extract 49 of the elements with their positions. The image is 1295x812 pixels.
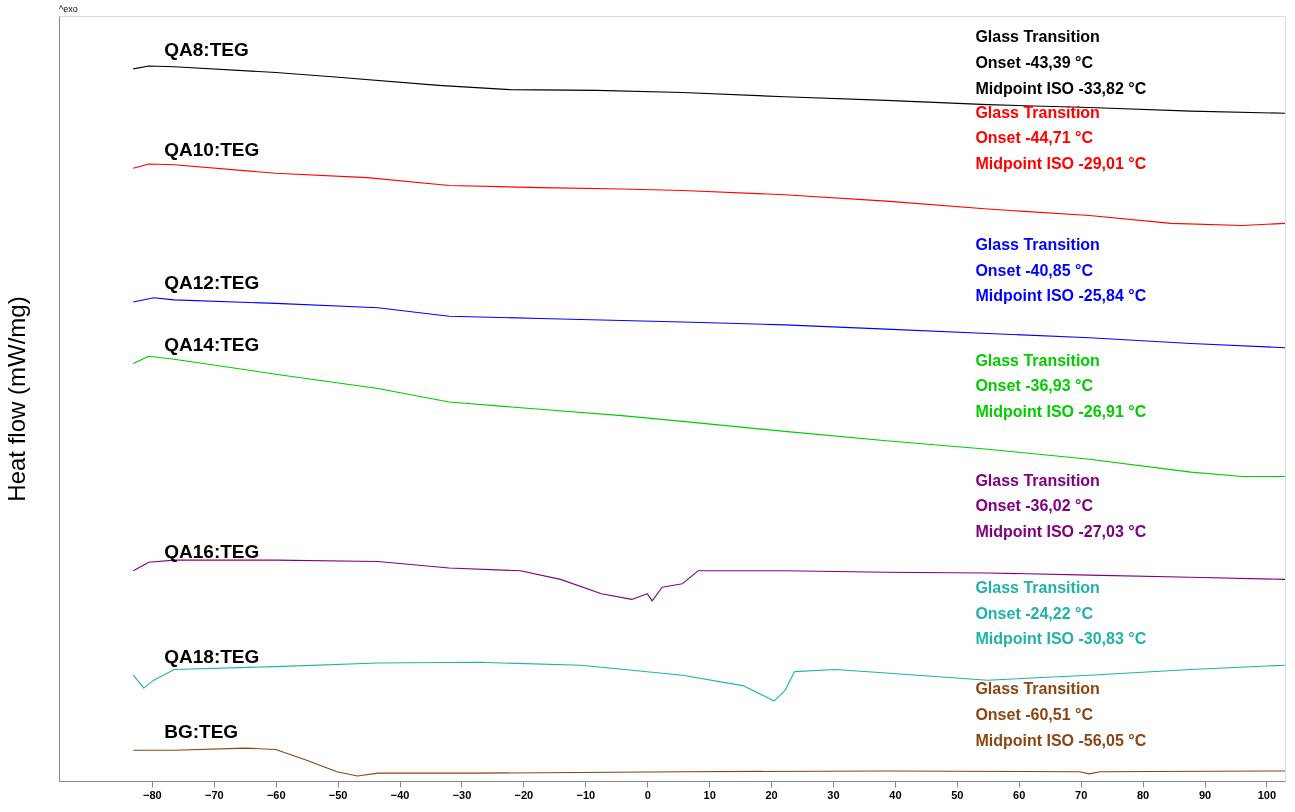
x-tick-label: −80 <box>143 788 162 801</box>
x-tick-label: −50 <box>328 788 348 801</box>
annotation: Midpoint ISO -26,91 °C <box>975 403 1147 421</box>
annotation: Midpoint ISO -33,82 °C <box>975 79 1147 97</box>
x-tick-label: −30 <box>452 788 472 801</box>
x-tick-label: 10 <box>703 788 716 801</box>
annotation: Midpoint ISO -25,84 °C <box>975 287 1147 305</box>
series-label: QA10:TEG <box>164 138 260 160</box>
series-label: QA12:TEG <box>164 272 260 294</box>
annotation: Glass Transition <box>975 680 1100 698</box>
annotation: Glass Transition <box>975 235 1100 253</box>
x-tick-label: 70 <box>1075 788 1088 801</box>
annotation: Midpoint ISO -29,01 °C <box>975 155 1147 172</box>
annotation: Glass Transition <box>975 578 1100 596</box>
annotation: Onset -44,71 °C <box>975 129 1094 147</box>
annotation: Onset -40,85 °C <box>975 261 1094 279</box>
series-label: BG:TEG <box>164 720 239 742</box>
annotation: Glass Transition <box>975 351 1100 369</box>
annotation: Onset -43,39 °C <box>975 54 1094 72</box>
annotation: Onset -24,22 °C <box>975 604 1094 622</box>
x-tick-label: −40 <box>390 788 410 801</box>
series-label: QA18:TEG <box>164 645 260 667</box>
x-tick-label: 90 <box>1198 788 1212 801</box>
text: ^exo <box>59 4 78 14</box>
series-label: QA8:TEG <box>164 39 249 61</box>
x-tick-label: 40 <box>889 788 902 801</box>
x-tick-label: −70 <box>204 788 224 801</box>
text: Glass Transition <box>975 28 1100 46</box>
y-axis-title: Heat flow (mW/mg) <box>2 296 30 502</box>
annotation: Onset -60,51 °C <box>975 706 1094 724</box>
x-tick-label: 0 <box>644 788 651 801</box>
annotation: Midpoint ISO -56,05 °C <box>975 731 1147 749</box>
annotation: Midpoint ISO -30,83 °C <box>975 630 1147 648</box>
annotation: Glass Transition <box>975 103 1100 121</box>
annotation: Onset -36,93 °C <box>975 377 1094 395</box>
x-tick-label: −60 <box>266 788 286 801</box>
x-tick-label: 20 <box>765 788 778 801</box>
series-label: QA16:TEG <box>164 541 260 563</box>
x-tick-label: 60 <box>1013 788 1026 801</box>
annotation: Onset -36,02 °C <box>975 497 1094 515</box>
x-tick-label: −20 <box>514 788 534 801</box>
x-tick-label: 30 <box>827 788 840 801</box>
x-tick-label: 80 <box>1136 788 1150 801</box>
series-label: QA14:TEG <box>164 333 260 355</box>
x-tick-label: 50 <box>951 788 964 801</box>
x-tick-label: −10 <box>576 788 596 801</box>
annotation: Glass Transition <box>975 471 1100 489</box>
annotation: Midpoint ISO -27,03 °C <box>975 523 1147 541</box>
x-tick-label: 100 <box>1257 788 1277 801</box>
